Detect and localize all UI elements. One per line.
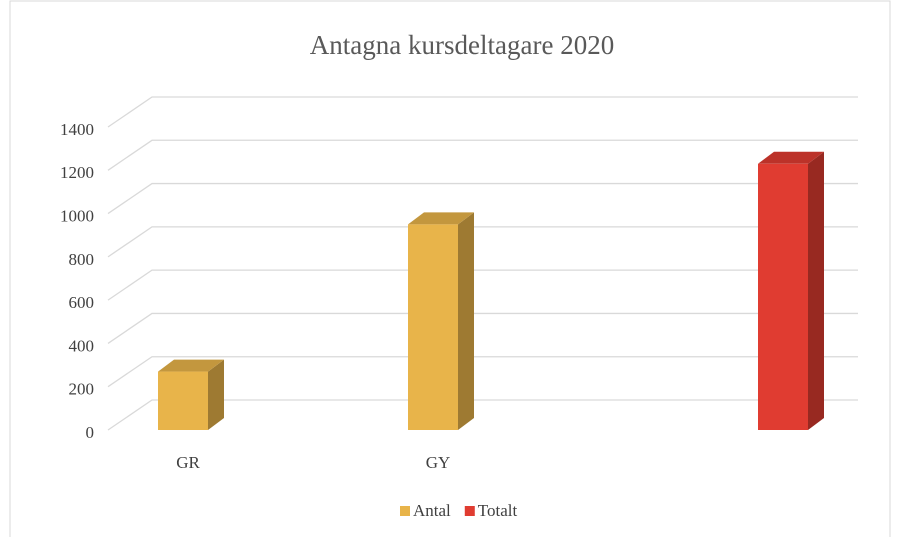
y-tick-label: 1200 <box>60 163 94 182</box>
grid-line <box>107 139 858 171</box>
legend-swatch <box>464 506 475 516</box>
legend-label: Antal <box>413 501 451 520</box>
bar <box>158 371 208 430</box>
y-tick-label: 200 <box>69 380 95 399</box>
y-tick-label: 600 <box>69 293 95 312</box>
grid-line <box>107 312 858 344</box>
x-tick-label: GR <box>176 453 200 472</box>
chart-title: Antagna kursdeltagare 2020 <box>310 30 614 60</box>
bar <box>408 224 458 430</box>
bar-side <box>208 359 224 430</box>
y-tick-label: 400 <box>69 336 95 355</box>
y-tick-label: 1400 <box>60 120 94 139</box>
y-tick-label: 1000 <box>60 206 94 225</box>
grid-line <box>107 182 858 215</box>
bar-top <box>408 212 474 225</box>
bar-top <box>158 359 224 372</box>
y-tick-label: 800 <box>69 250 95 269</box>
x-tick-label: GY <box>426 453 451 472</box>
y-tick-label: 0 <box>86 423 95 442</box>
legend-label: Totalt <box>478 501 518 520</box>
grid-line <box>107 356 858 388</box>
bar-side <box>808 151 824 431</box>
grid-line <box>107 96 858 128</box>
grid-line <box>107 399 858 431</box>
bar <box>758 163 808 431</box>
grid-line <box>107 226 858 258</box>
grid-line <box>107 269 858 301</box>
legend-swatch <box>400 506 410 516</box>
bar-side <box>458 212 474 430</box>
bar-top <box>758 151 824 164</box>
